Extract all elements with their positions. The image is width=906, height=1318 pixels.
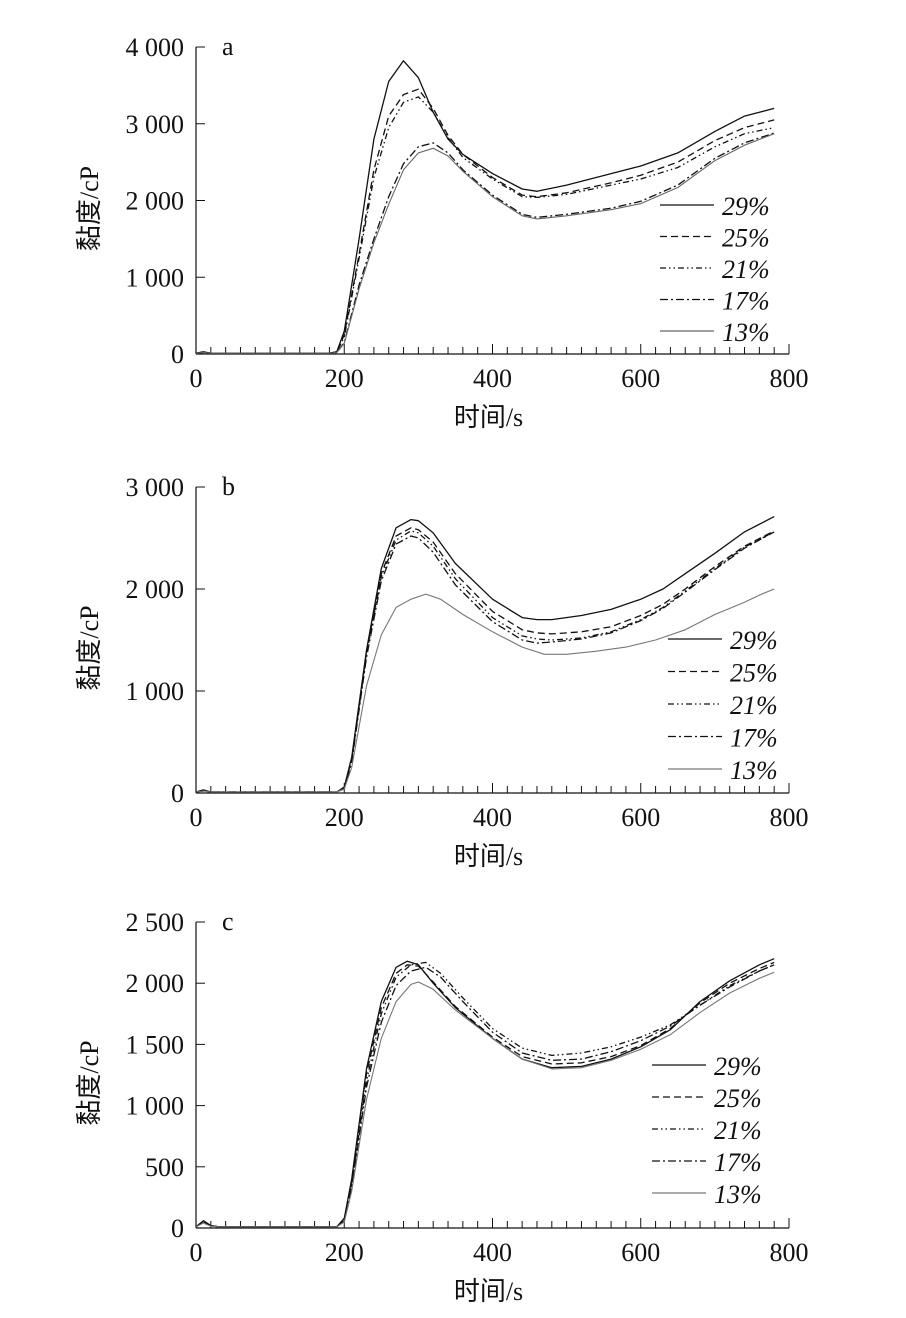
x-tick-label: 800	[770, 1238, 809, 1267]
x-tick-label: 600	[621, 1238, 660, 1267]
legend-label: 29%	[722, 192, 770, 221]
series-line-21pct	[195, 96, 775, 354]
y-tick-label: 2 000	[126, 575, 185, 604]
series-line-25pct	[195, 88, 775, 354]
y-tick-label: 2 000	[126, 969, 185, 998]
legend-label: 13%	[722, 318, 770, 347]
series-line-21pct	[195, 530, 775, 793]
y-tick-label: 2 500	[126, 908, 185, 937]
legend-label: 17%	[722, 287, 770, 316]
series-line-13pct	[195, 971, 775, 1228]
chart-panel-c: 0 200 400 600 800 0 500 1 000 1 500 2 000 2 500 c 时间…	[75, 907, 809, 1306]
y-tick-label: 2 000	[126, 187, 185, 216]
x-tick-label: 200	[325, 803, 364, 832]
series-line-17pct	[195, 531, 775, 793]
legend-label: 21%	[722, 255, 770, 284]
legend-label: 17%	[730, 724, 778, 753]
legend-label: 25%	[722, 224, 770, 253]
x-tick-label: 0	[190, 803, 203, 832]
panel-label: a	[222, 32, 234, 61]
series-line-13pct	[195, 588, 775, 793]
series-line-29pct	[195, 516, 775, 793]
y-axis-title: 黏度/cP	[75, 1040, 104, 1125]
series-line-29pct	[195, 60, 775, 354]
x-tick-label: 0	[190, 364, 203, 393]
legend-label: 13%	[730, 756, 778, 785]
y-tick-label: 3 000	[126, 110, 185, 139]
series-line-29pct	[195, 958, 775, 1228]
y-axis-title: 黏度/cP	[75, 605, 104, 690]
legend-label: 25%	[730, 659, 778, 688]
series-line-13pct	[195, 133, 775, 354]
x-tick-label: 200	[325, 364, 364, 393]
panel-label: c	[222, 907, 234, 936]
series-line-17pct	[195, 132, 775, 354]
x-tick-label: 600	[621, 364, 660, 393]
y-tick-label: 500	[145, 1153, 184, 1182]
x-tick-label: 800	[770, 364, 809, 393]
y-tick-label: 0	[171, 779, 184, 808]
x-tick-label: 0	[190, 1238, 203, 1267]
x-tick-label: 400	[473, 364, 512, 393]
legend-label: 29%	[714, 1052, 762, 1081]
x-axis-title: 时间/s	[454, 403, 523, 432]
x-axis-title: 时间/s	[454, 1277, 523, 1306]
x-tick-label: 600	[621, 803, 660, 832]
legend-label: 29%	[730, 626, 778, 655]
x-tick-label: 400	[473, 1238, 512, 1267]
y-tick-label: 0	[171, 340, 184, 369]
legend-label: 25%	[714, 1084, 762, 1113]
series-line-25pct	[195, 527, 775, 793]
chart-panel-b: 0 200 400 600 800 0 1 000 2 000 3 000 b 时间/s 黏度/cP 2…	[75, 472, 809, 871]
series-line-21pct	[195, 961, 775, 1228]
legend-label: 17%	[714, 1148, 762, 1177]
y-tick-label: 1 000	[126, 263, 185, 292]
y-tick-label: 0	[171, 1214, 184, 1243]
x-tick-label: 400	[473, 803, 512, 832]
panel-label: b	[222, 472, 235, 501]
legend-label: 21%	[714, 1116, 762, 1145]
legend-label: 13%	[714, 1180, 762, 1209]
y-tick-label: 1 500	[126, 1030, 185, 1059]
series-line-25pct	[195, 961, 775, 1228]
x-tick-label: 800	[770, 803, 809, 832]
y-tick-label: 3 000	[126, 473, 185, 502]
chart-panel-a: 0 200 400 600 800 0 1 000 2 000 3 000 4 000 a 时间/s 黏…	[75, 32, 809, 432]
y-tick-label: 1 000	[126, 1092, 185, 1121]
x-axis-title: 时间/s	[454, 842, 523, 871]
legend-label: 21%	[730, 691, 778, 720]
series-line-17pct	[195, 964, 775, 1228]
y-tick-label: 1 000	[126, 677, 185, 706]
y-tick-label: 4 000	[126, 33, 185, 62]
x-tick-label: 200	[325, 1238, 364, 1267]
y-axis-title: 黏度/cP	[75, 166, 104, 251]
